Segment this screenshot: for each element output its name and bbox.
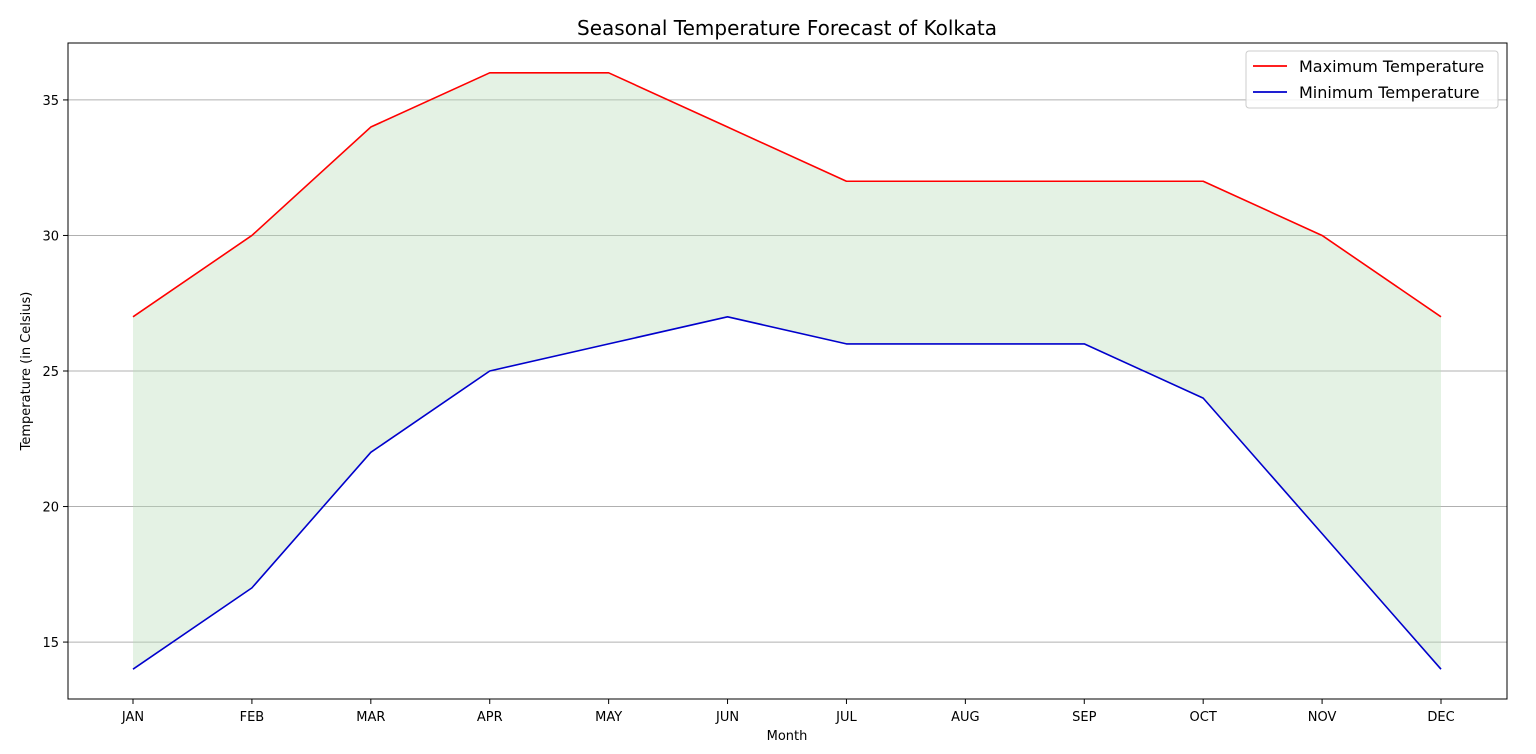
x-axis-ticks: JAN FEB MAR APR MAY JUN JUL AUG SEP OCT NOV DEC <box>121 699 1455 725</box>
min-temperature-line <box>132 315 1442 670</box>
x-tick-label-oct: OCT <box>1190 710 1217 725</box>
legend-items: Maximum Temperature Minimum Temperature <box>1253 57 1484 102</box>
y-axis-ticks: 15 20 25 30 35 <box>42 94 68 651</box>
legend-box <box>1245 50 1499 109</box>
x-tick-label-mar: MAR <box>356 710 385 725</box>
x-tick-label-feb: FEB <box>240 710 265 725</box>
x-tick-label-jun: JUN <box>715 710 739 725</box>
temperature-range-fill <box>133 72 1441 670</box>
x-tick-label-jan: JAN <box>121 710 144 725</box>
fill-between-area <box>133 72 1441 670</box>
y-tick-label: 30 <box>42 229 59 244</box>
y-axis-label: Temperature (in Celsius) <box>19 292 34 452</box>
x-tick-label-may: MAY <box>595 710 622 725</box>
x-tick-label-aug: AUG <box>951 710 979 725</box>
chart-legend: Maximum Temperature Minimum Temperature <box>1245 50 1499 109</box>
y-tick-label: 25 <box>42 365 59 380</box>
max-temperature-line <box>132 72 1442 318</box>
x-tick-label-apr: APR <box>477 710 503 725</box>
grid-lines <box>68 99 1507 643</box>
y-tick-label: 35 <box>42 94 59 109</box>
x-tick-label-jul: JUL <box>835 710 857 725</box>
x-tick-label-sep: SEP <box>1072 710 1096 725</box>
x-axis-label: Month <box>767 729 808 744</box>
x-tick-label-nov: NOV <box>1308 710 1337 725</box>
chart-title: Seasonal Temperature Forecast of Kolkata <box>577 16 997 40</box>
y-tick-label: 15 <box>42 636 59 651</box>
legend-label-min: Minimum Temperature <box>1299 83 1480 102</box>
legend-label-max: Maximum Temperature <box>1299 57 1484 76</box>
y-tick-label: 20 <box>42 501 59 516</box>
series-lines <box>132 72 1442 670</box>
x-tick-label-dec: DEC <box>1427 710 1454 725</box>
